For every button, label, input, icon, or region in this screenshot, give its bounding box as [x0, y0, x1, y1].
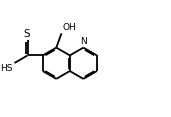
Text: S: S	[24, 29, 30, 39]
Text: N: N	[80, 37, 87, 46]
Text: OH: OH	[62, 23, 76, 32]
Text: HS: HS	[1, 64, 13, 73]
